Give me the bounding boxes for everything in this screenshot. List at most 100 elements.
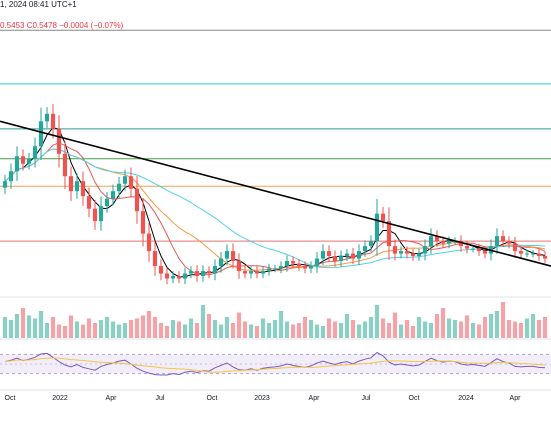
x-axis-label: Jul: [362, 395, 371, 402]
volume-bar: [254, 326, 260, 338]
volume-bar: [308, 320, 314, 338]
volume-bar: [152, 317, 158, 338]
x-axis-label: Oct: [207, 395, 218, 402]
volume-bar: [230, 323, 236, 338]
volume-bar: [104, 317, 110, 338]
candle-body: [500, 236, 506, 242]
candle-body: [344, 253, 350, 257]
volume-bar: [266, 323, 272, 338]
candle-body: [236, 261, 242, 272]
volume-bar: [272, 320, 278, 338]
x-axis-label: Apr: [510, 395, 522, 402]
candle-body: [380, 213, 386, 222]
volume-bar: [482, 317, 488, 338]
volume-bar: [392, 312, 398, 338]
volume-bar: [170, 320, 176, 338]
volume-bar: [176, 321, 182, 338]
candle-body: [176, 276, 182, 279]
candle-body: [506, 241, 512, 244]
candle-body: [272, 268, 278, 270]
volume-bar: [2, 317, 8, 338]
volume-bar: [338, 323, 344, 338]
volume-bar: [476, 324, 482, 338]
candle-body: [350, 253, 356, 259]
volume-bar: [80, 324, 86, 338]
candle-body: [374, 213, 380, 242]
header-close: C0.5478: [26, 21, 57, 30]
volume-bar: [314, 324, 320, 338]
candle-body: [308, 266, 314, 269]
candle-body: [398, 251, 404, 254]
volume-bar: [506, 320, 512, 338]
volume-bar: [140, 315, 146, 338]
candle-body: [266, 268, 272, 272]
candle-body: [434, 236, 440, 242]
x-axis-label: Oct: [5, 395, 16, 402]
volume-bar: [404, 320, 410, 338]
candle-body: [320, 251, 326, 259]
volume-bar: [512, 321, 518, 338]
moving-average-line: [4, 148, 546, 269]
candle-body: [74, 181, 80, 192]
header-low: 0.5453: [0, 21, 25, 30]
candle-body: [332, 256, 338, 262]
candle-body: [482, 251, 488, 254]
candle-body: [314, 258, 320, 267]
candle-body: [38, 121, 44, 147]
candle-body: [470, 248, 476, 250]
volume-bar: [326, 318, 332, 338]
candle-body: [20, 156, 26, 164]
volume-bar: [260, 318, 266, 338]
candle-body: [428, 236, 434, 247]
volume-bar: [92, 323, 98, 338]
volume-bar: [38, 311, 44, 338]
candle-body: [356, 251, 362, 259]
candle-body: [62, 153, 68, 177]
volume-bar: [56, 324, 62, 338]
candle-body: [14, 156, 20, 172]
volume-bar: [20, 308, 26, 338]
volume-bar: [62, 326, 68, 338]
moving-average-line: [4, 142, 546, 276]
volume-bar: [146, 311, 152, 338]
candle-body: [224, 251, 230, 259]
candle-body: [98, 206, 104, 222]
candle-body: [56, 128, 62, 154]
volume-bar: [188, 318, 194, 338]
volume-bar: [530, 314, 536, 338]
candle-body: [368, 241, 374, 247]
header-change: −0.0004 (−0.07%): [59, 21, 124, 30]
volume-bar: [524, 318, 530, 338]
volume-bar: [26, 315, 32, 338]
candle-body: [128, 176, 134, 189]
volume-bar: [224, 317, 230, 338]
volume-bar: [344, 314, 350, 338]
candle-body: [422, 246, 428, 254]
volume-bar: [500, 302, 506, 338]
volume-bar: [74, 321, 80, 338]
volume-bar: [8, 320, 14, 338]
candle-body: [386, 221, 392, 247]
candle-body: [536, 253, 542, 257]
ohlc-header: 1, 2024 08:41 UTC+1 0.5453 C0.5478 −0.00…: [0, 0, 551, 34]
volume-bar: [128, 320, 134, 338]
volume-bar: [14, 314, 20, 338]
volume-bar: [116, 324, 122, 338]
volume-bar: [356, 324, 362, 338]
volume-bar: [416, 317, 422, 338]
candle-body: [362, 246, 368, 252]
candle-body: [194, 271, 200, 277]
volume-bar: [50, 317, 56, 338]
candle-body: [170, 276, 176, 279]
candle-body: [542, 256, 548, 259]
volume-bar: [434, 314, 440, 338]
volume-bar: [212, 320, 218, 338]
volume-bar: [302, 317, 308, 338]
volume-bar: [86, 318, 92, 338]
trendline: [0, 120, 551, 267]
candle-body: [146, 233, 152, 252]
x-axis-label: Apr: [309, 395, 321, 402]
candle-body: [152, 251, 158, 267]
candle-body: [524, 253, 530, 255]
